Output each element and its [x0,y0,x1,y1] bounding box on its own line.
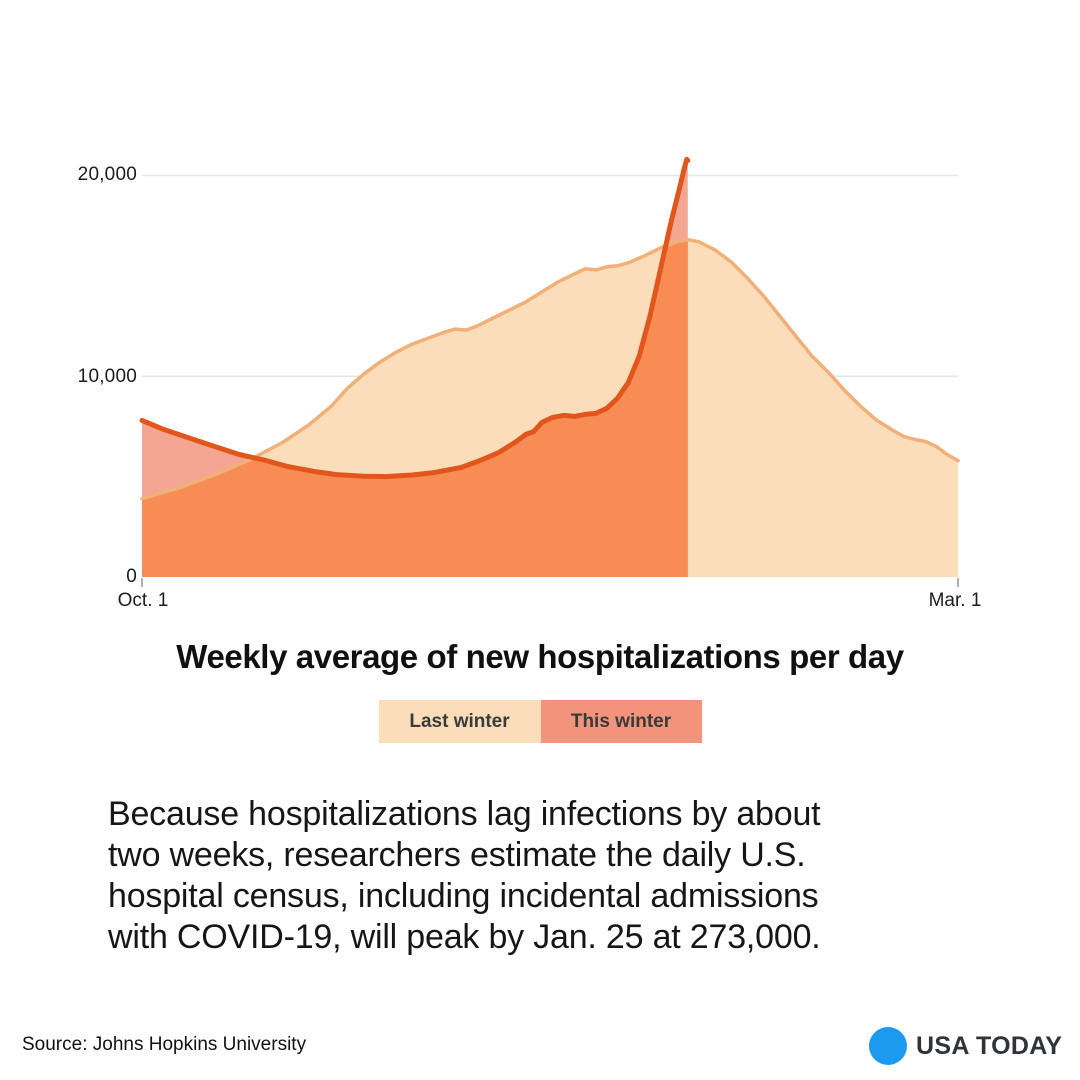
hospitalizations-chart [139,156,960,587]
x-tick-oct1: Oct. 1 [117,590,169,611]
x-tick-mar1: Mar. 1 [928,590,982,611]
caption-line: two weeks, researchers estimate the dail… [108,836,806,874]
y-tick-10000: 10,000 [77,366,137,387]
caption-line: with COVID-19, will peak by Jan. 25 at 2… [108,918,821,956]
caption-line: Because hospitalizations lag infections … [108,795,821,833]
legend-item-this-winter: This winter [540,700,702,743]
chart-title: Weekly average of new hospitalizations p… [176,638,904,675]
usa-today-circle-icon [869,1027,907,1065]
caption-line: hospital census, including incidental ad… [108,877,819,915]
y-tick-0: 0 [126,566,137,587]
legend-item-last-winter: Last winter [378,700,541,743]
caption-paragraph: Because hospitalizations lag infections … [108,794,988,958]
usa-today-wordmark: USA TODAY [916,1031,1063,1060]
usa-today-logo: USA TODAY [869,1027,1062,1065]
chart-legend: Last winter This winter [0,700,1080,743]
y-tick-20000: 20,000 [77,164,137,185]
source-attribution: Source: Johns Hopkins University [22,1034,307,1055]
